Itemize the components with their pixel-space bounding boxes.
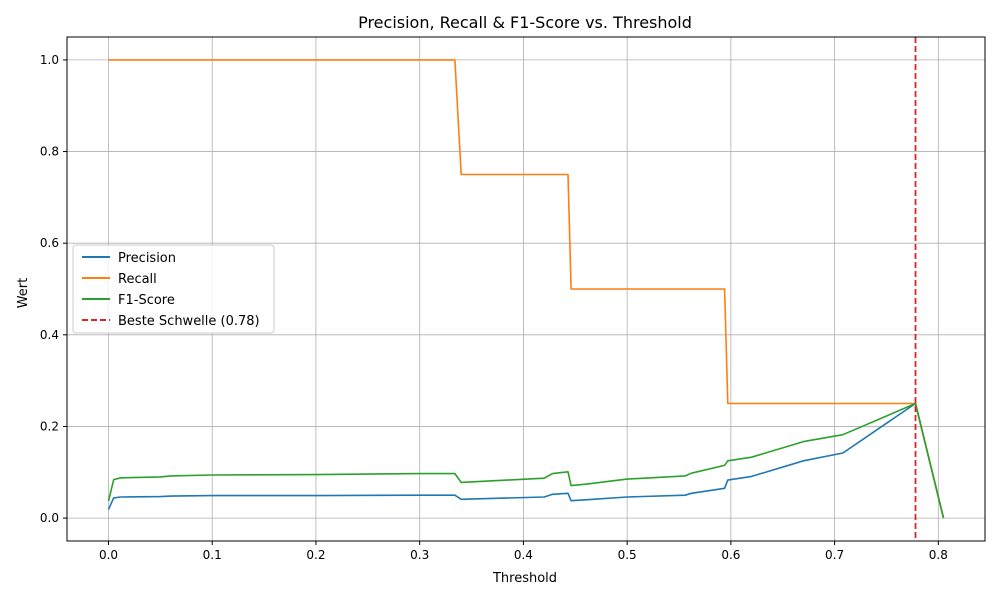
series-line-f1-score [107, 402, 945, 519]
y-axis-label: Wert [16, 278, 31, 309]
tick-layer: 0.0 0.1 0.2 0.3 0.4 0.5 0.6 0.7 0.8 0.0 0.2 0.4 0.6 0… [40, 53, 948, 562]
chart-title: Precision, Recall & F1-Score vs. Thresho… [358, 13, 692, 32]
y-tick-label: 0.0 [40, 511, 59, 525]
series-line-recall [108, 59, 945, 519]
x-tick-label: 0.3 [410, 548, 429, 562]
legend-label-precision: Precision [118, 251, 176, 266]
x-tick-label: 0.7 [825, 548, 844, 562]
legend-box [72, 244, 275, 334]
plot-frame [66, 36, 986, 542]
y-tick-label: 0.8 [40, 145, 59, 159]
y-tick-label: 0.2 [40, 419, 59, 433]
x-tick-label: 0.0 [99, 548, 118, 562]
y-tick-label: 1.0 [40, 53, 59, 67]
x-tick-label: 0.1 [203, 548, 222, 562]
y-tick-label: 0.4 [40, 328, 59, 342]
x-axis-label: Threshold [492, 571, 557, 586]
grid-layer [67, 37, 985, 541]
legend-label-recall: Recall [118, 272, 157, 287]
x-tick-label: 0.2 [306, 548, 325, 562]
x-tick-label: 0.8 [929, 548, 948, 562]
legend: Precision Recall F1-Score Beste Schwelle… [72, 244, 275, 334]
y-tick-label: 0.6 [40, 236, 59, 250]
series-line-precision [107, 402, 945, 519]
x-tick-label: 0.4 [514, 548, 533, 562]
x-tick-label: 0.6 [721, 548, 740, 562]
legend-label-best-threshold: Beste Schwelle (0.78) [118, 314, 260, 329]
series-layer [107, 59, 945, 519]
x-tick-label: 0.5 [618, 548, 637, 562]
legend-label-f1-score: F1-Score [118, 293, 175, 308]
